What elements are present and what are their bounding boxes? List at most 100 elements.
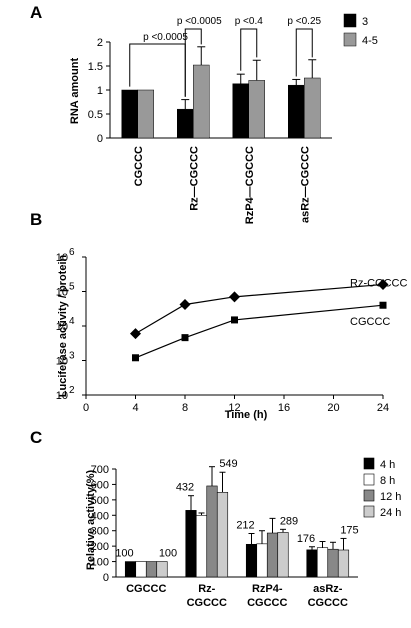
chart-a-legend-label: 3 — [362, 16, 368, 28]
chart-c-ytick-label: 500 — [91, 495, 109, 507]
chart-b-point-square — [132, 354, 139, 362]
chart-b-point-square — [379, 301, 387, 309]
chart-c-bar — [266, 532, 279, 578]
chart-b-ytick-label: 10 — [56, 321, 68, 333]
chart-a-category-label: asRz—CGCCC — [299, 146, 311, 223]
chart-b-xlabel: Time (h) — [225, 409, 268, 421]
chart-a-pvalue-label: p <0.25 — [287, 16, 321, 27]
chart-b-xtick-label: 12 — [228, 402, 240, 414]
chart-c-bar — [145, 561, 158, 578]
chart-c-bar — [306, 549, 318, 578]
chart-b-ytick-exponent: 5 — [69, 282, 75, 293]
chart-b-point-diamond — [229, 291, 240, 303]
chart-c-bar — [185, 510, 197, 578]
chart-b-ytick-label: 10 — [56, 390, 68, 402]
chart-c-category-label: CGCCC — [247, 597, 287, 609]
chart-b-series-label: Rz-CGCCC — [350, 277, 407, 289]
chart-c-ytick-label: 300 — [91, 526, 109, 538]
chart-b-ytick-exponent: 6 — [69, 247, 75, 258]
chart-c-ytick-label: 600 — [91, 479, 109, 491]
chart-a-ytick-label: 1 — [97, 85, 103, 97]
chart-c-ytick-label: 0 — [103, 572, 109, 584]
chart-a-ytick-label: 0.5 — [88, 109, 103, 121]
chart-c-data-label: 100 — [115, 548, 133, 560]
chart-c-data-label: 100 — [159, 548, 177, 560]
chart-c-bar — [337, 549, 350, 578]
chart-a-pvalue-label: p <0.0005 — [177, 16, 222, 27]
chart-b: Luciferase activity / protein Time (h) 0… — [56, 247, 408, 421]
chart-a-ytick-label: 2 — [97, 37, 103, 49]
chart-c-legend-label: 12 h — [380, 491, 401, 503]
chart-c-legend-swatch — [363, 457, 375, 470]
chart-c-bar — [206, 485, 218, 578]
chart-a-category-label: Rz—CGCCC — [188, 146, 200, 211]
chart-a-legend-swatch — [343, 32, 357, 47]
chart-c-ytick-label: 400 — [91, 510, 109, 522]
chart-c-legend-swatch — [363, 489, 375, 502]
chart-c-legend-swatch — [363, 505, 375, 518]
chart-c-category-label: asRz- — [313, 583, 343, 595]
chart-b-ytick-label: 10 — [56, 287, 68, 299]
chart-c-bar — [135, 561, 147, 578]
chart-c-legend-label: 24 h — [380, 507, 401, 519]
chart-a-significance-bracket — [240, 28, 258, 71]
chart-a-significance-bracket — [129, 43, 186, 97]
chart-b-ytick-label: 10 — [56, 252, 68, 264]
chart-c-bar — [216, 491, 229, 578]
chart-a-ytick-label: 0 — [97, 133, 103, 145]
chart-c-category-label: CGCCC — [308, 597, 348, 609]
chart-c-bar — [195, 514, 208, 578]
chart-c-legend-label: 8 h — [380, 475, 395, 487]
chart-b-xtick-label: 16 — [278, 402, 290, 414]
chart-a-legend-swatch — [343, 13, 357, 28]
chart-b-point-diamond — [377, 278, 389, 290]
chart-b-ytick-exponent: 4 — [69, 316, 75, 327]
chart-b-series-label: CGCCC — [350, 316, 390, 328]
panel-label-c: C — [30, 428, 42, 447]
chart-b-point-diamond — [179, 298, 191, 310]
chart-c-ytick-label: 100 — [91, 557, 109, 569]
panel-label-b: B — [30, 210, 42, 229]
chart-b-point-square — [181, 334, 189, 342]
chart-c-ytick-label: 700 — [91, 464, 109, 476]
chart-a-legend-label: 4-5 — [362, 35, 378, 47]
chart-c-category-label: Rz- — [198, 583, 215, 595]
chart-a-bar — [177, 108, 194, 139]
chart-c-bar — [156, 561, 168, 578]
chart-c-category-label: CGCCC — [126, 583, 166, 595]
chart-c: Relative activity(%) 0 100 200 300 400 500 600… — [85, 457, 401, 609]
chart-b-xtick-label: 24 — [377, 402, 389, 414]
chart-c-ytick-label: 200 — [91, 541, 109, 553]
chart-b-point-square — [231, 316, 238, 324]
chart-b-ytick-exponent: 3 — [69, 351, 75, 362]
chart-c-bar — [277, 532, 289, 578]
chart-c-data-label: 176 — [297, 533, 315, 545]
chart-a-bar — [232, 83, 249, 139]
chart-c-data-label: 212 — [236, 519, 254, 531]
chart-c-bar — [256, 543, 268, 578]
chart-c-legend-swatch — [363, 473, 375, 486]
chart-c-bar — [316, 547, 329, 578]
chart-b-series-line — [135, 304, 384, 359]
chart-a-pvalue-label: p <0.0005 — [143, 32, 188, 43]
chart-c-ylabel: Relative activity(%) — [85, 470, 97, 571]
chart-c-legend-label: 4 h — [380, 459, 395, 471]
chart-c-data-label: 549 — [219, 458, 237, 470]
chart-a-significance-bracket — [184, 28, 202, 97]
chart-a-category-label: RzP4—CGCCC — [244, 146, 256, 224]
chart-c-data-label: 289 — [280, 515, 298, 527]
chart-a-category-label: CGCCC — [133, 146, 145, 186]
chart-b-point-diamond — [130, 328, 141, 340]
chart-c-bar — [327, 548, 339, 578]
chart-c-category-label: RzP4- — [252, 583, 283, 595]
chart-b-xtick-label: 0 — [83, 402, 89, 414]
chart-a-bar — [193, 64, 210, 139]
chart-c-data-label: 432 — [176, 482, 194, 494]
chart-b-xtick-label: 8 — [182, 402, 188, 414]
chart-a-bar — [121, 89, 138, 139]
chart-a-bar — [304, 77, 321, 139]
chart-a-ytick-label: 1.5 — [88, 61, 103, 73]
chart-b-ylabel: Luciferase activity / protein — [57, 255, 69, 398]
chart-b-series-line — [135, 283, 384, 335]
